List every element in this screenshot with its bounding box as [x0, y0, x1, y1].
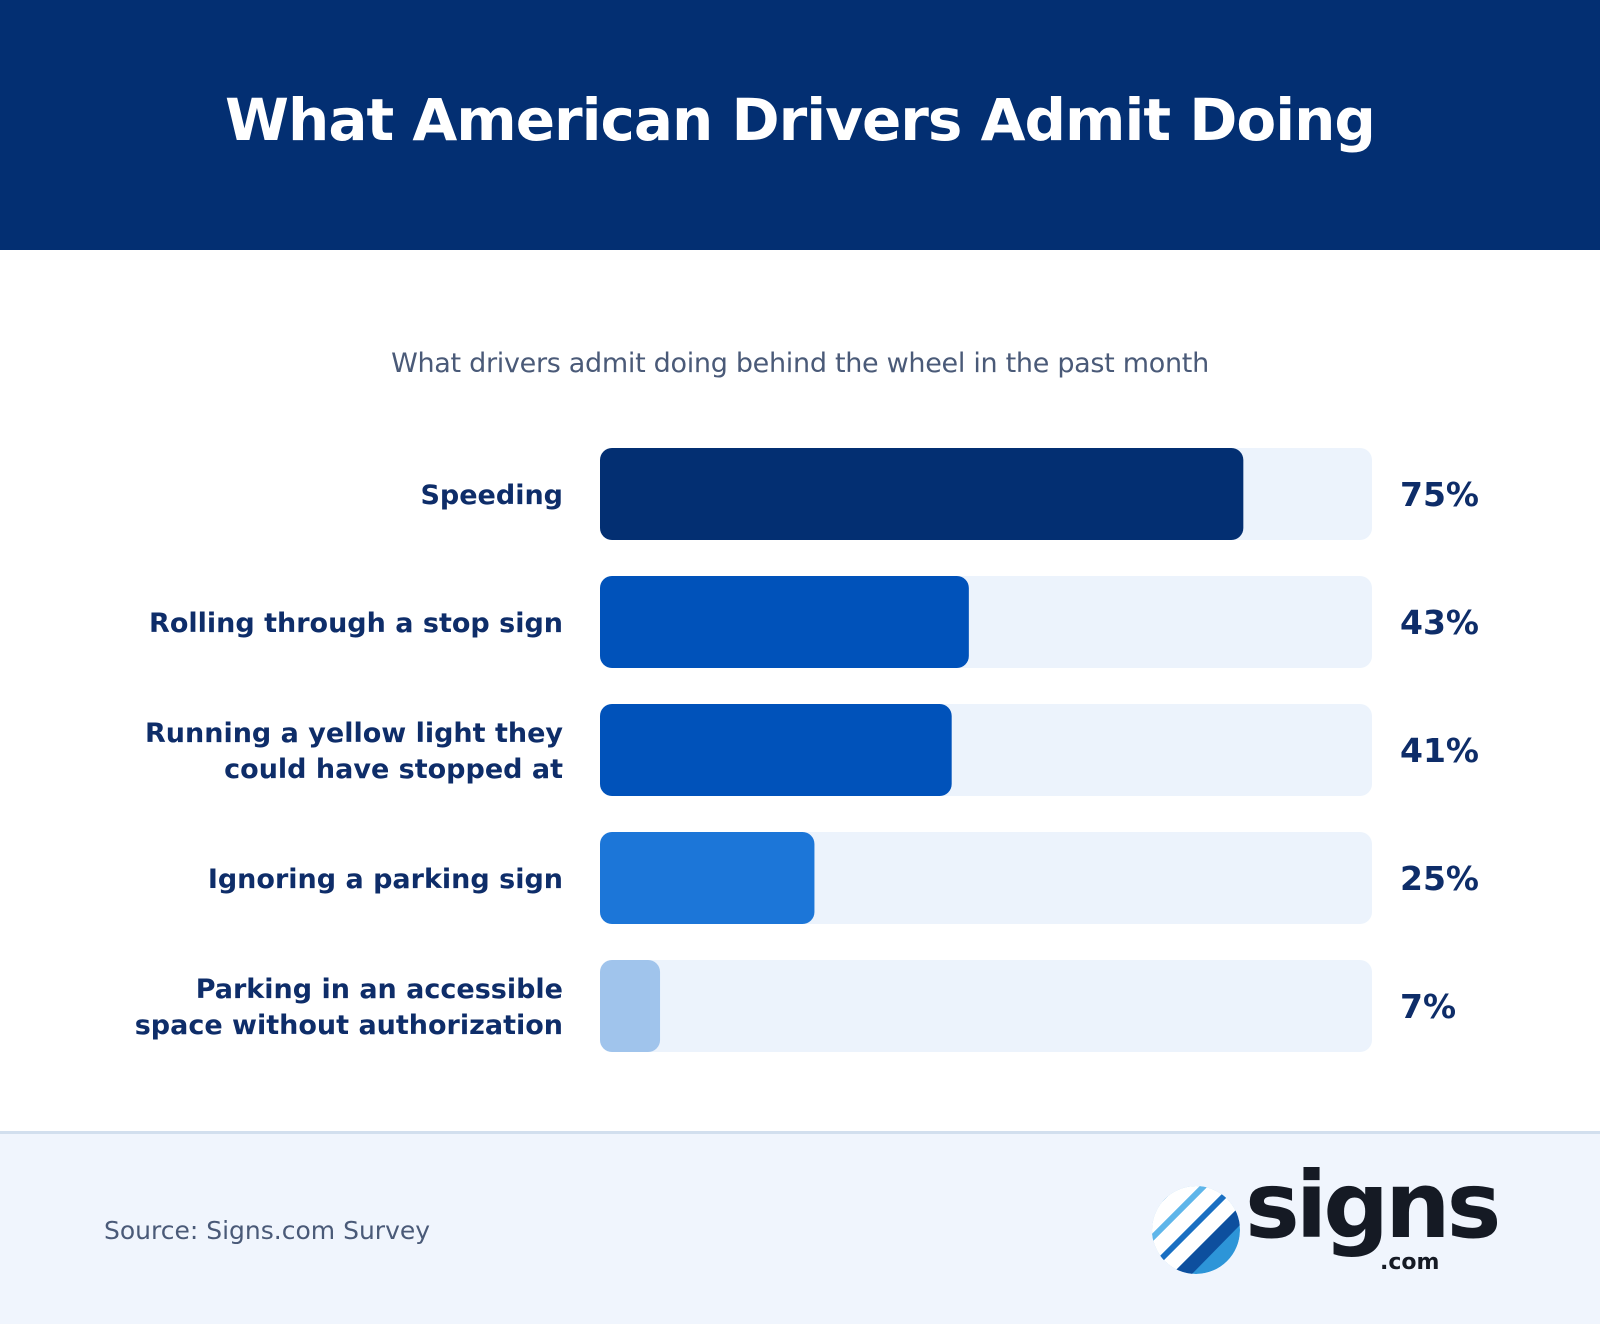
category-label-2-line-1: could have stopped at [224, 754, 563, 785]
page-title: What American Drivers Admit Doing [225, 86, 1376, 154]
logo-wordmark: signs [1245, 1152, 1501, 1259]
chart-subtitle: What drivers admit doing behind the whee… [391, 348, 1209, 379]
value-label-0: 75% [1400, 475, 1479, 514]
header-banner: What American Drivers Admit Doing [0, 0, 1600, 250]
bar-1 [600, 576, 969, 668]
bar-chart: Speeding 75% Rolling through a stop sign 43… [135, 448, 1479, 1052]
bar-2 [600, 704, 952, 796]
bar-4 [600, 960, 661, 1052]
value-label-2: 41% [1400, 731, 1479, 770]
category-label-0: Speeding [420, 480, 563, 511]
logo-suffix: .com [1380, 1250, 1440, 1275]
value-label-3: 25% [1400, 859, 1479, 898]
signs-logo: signs .com [1150, 1160, 1501, 1280]
value-label-1: 43% [1400, 603, 1479, 642]
category-label-2-line-0: Running a yellow light they [145, 718, 563, 749]
category-label-3: Ignoring a parking sign [208, 864, 563, 895]
footer [0, 1131, 1600, 1324]
bar-3 [600, 832, 815, 924]
category-label-4-line-0: Parking in an accessible [196, 974, 563, 1005]
logo-mark-icon [1152, 1186, 1240, 1274]
bar-0 [600, 448, 1244, 540]
category-label-1: Rolling through a stop sign [149, 608, 563, 639]
source-note: Source: Signs.com Survey [104, 1216, 431, 1245]
value-label-4: 7% [1400, 987, 1456, 1026]
bar-track-4 [600, 960, 1372, 1052]
category-label-4-line-1: space without authorization [135, 1010, 563, 1041]
